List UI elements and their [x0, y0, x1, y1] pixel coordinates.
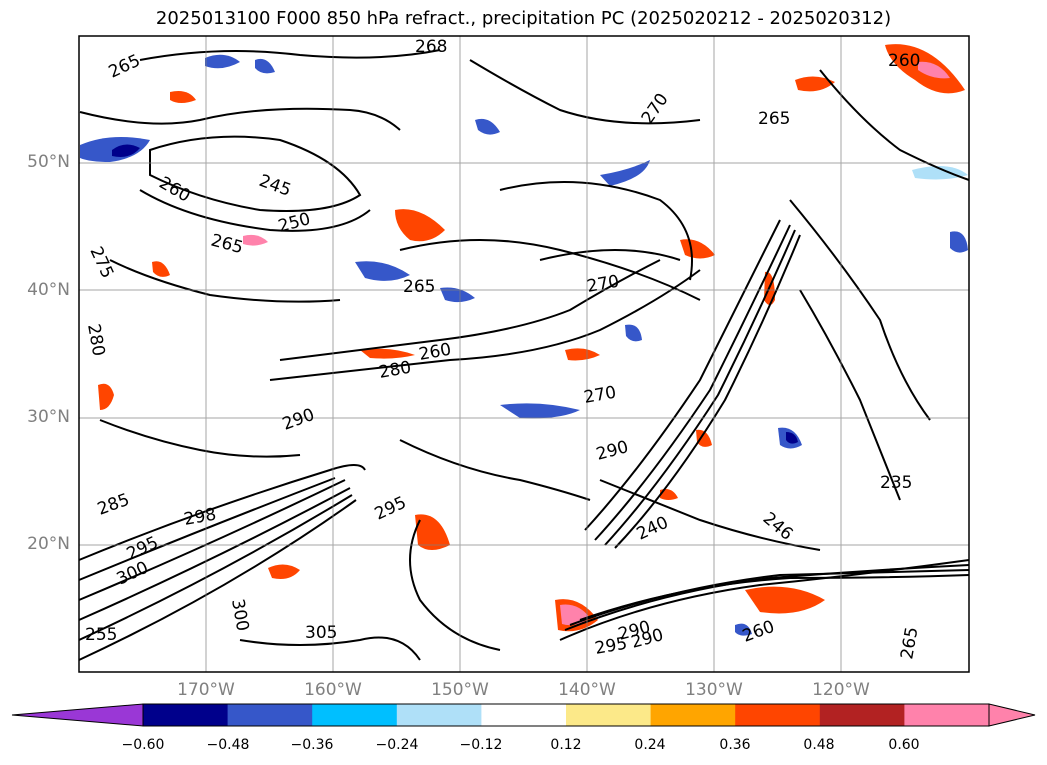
colorbar-extend-min [11, 703, 144, 727]
colorbar-segment [819, 704, 905, 726]
contour-label: 255 [85, 625, 117, 645]
colorbar-segment [227, 704, 313, 726]
lon-label-150w: 150°W [431, 680, 489, 700]
colorbar-tick-label: −0.48 [206, 737, 250, 753]
map-frame [78, 35, 970, 673]
figure-title: 2025013100 F000 850 hPa refract., precip… [155, 8, 892, 29]
contour-label: 260 [888, 51, 920, 71]
colorbar-tick-label: 0.48 [803, 737, 835, 753]
contour-label-layer: 265 268 260 245 250 265 275 280 265 260 … [83, 37, 922, 661]
colorbar-segment [143, 704, 229, 726]
colorbar-tick-label: −0.60 [121, 737, 165, 753]
lon-label-160w: 160°W [304, 680, 362, 700]
colorbar-tick-label: −0.36 [290, 737, 334, 753]
lat-label-30n: 30°N [27, 407, 70, 427]
colorbar-tick-label: 0.24 [634, 737, 666, 753]
colorbar-tick-label: −0.24 [375, 737, 419, 753]
colorbar-segment [312, 704, 398, 726]
lat-label-20n: 20°N [27, 534, 70, 554]
lon-label-140w: 140°W [558, 680, 616, 700]
lon-label-130w: 130°W [685, 680, 743, 700]
contour-label: 268 [415, 37, 447, 57]
lat-label-40n: 40°N [27, 280, 70, 300]
colorbar-tick-label: 0.60 [888, 737, 920, 753]
colorbar-outline [142, 703, 990, 727]
contour-label: 305 [305, 623, 337, 643]
colorbar [11, 703, 1036, 727]
colorbar-segment [735, 704, 821, 726]
colorbar-tick-label: 0.36 [719, 737, 751, 753]
graticule [79, 36, 969, 672]
colorbar-segment [650, 704, 736, 726]
colorbar-segment [566, 704, 652, 726]
colorbar-segment [396, 704, 482, 726]
lat-label-50n: 50°N [27, 152, 70, 172]
colorbar-tick-label: −0.12 [459, 737, 503, 753]
contour-label: 235 [880, 473, 912, 493]
refractivity-contours [78, 49, 970, 661]
colorbar-segment [904, 704, 990, 726]
contour-label: 265 [758, 109, 790, 129]
colorbar-tick-label: 0.12 [550, 737, 582, 753]
colorbar-segment [481, 704, 567, 726]
contour-label: 265 [403, 277, 435, 297]
colorbar-extend-max [988, 703, 1036, 727]
lon-label-170w: 170°W [177, 680, 235, 700]
precip-fill-layer [80, 44, 968, 636]
lon-label-120w: 120°W [812, 680, 870, 700]
